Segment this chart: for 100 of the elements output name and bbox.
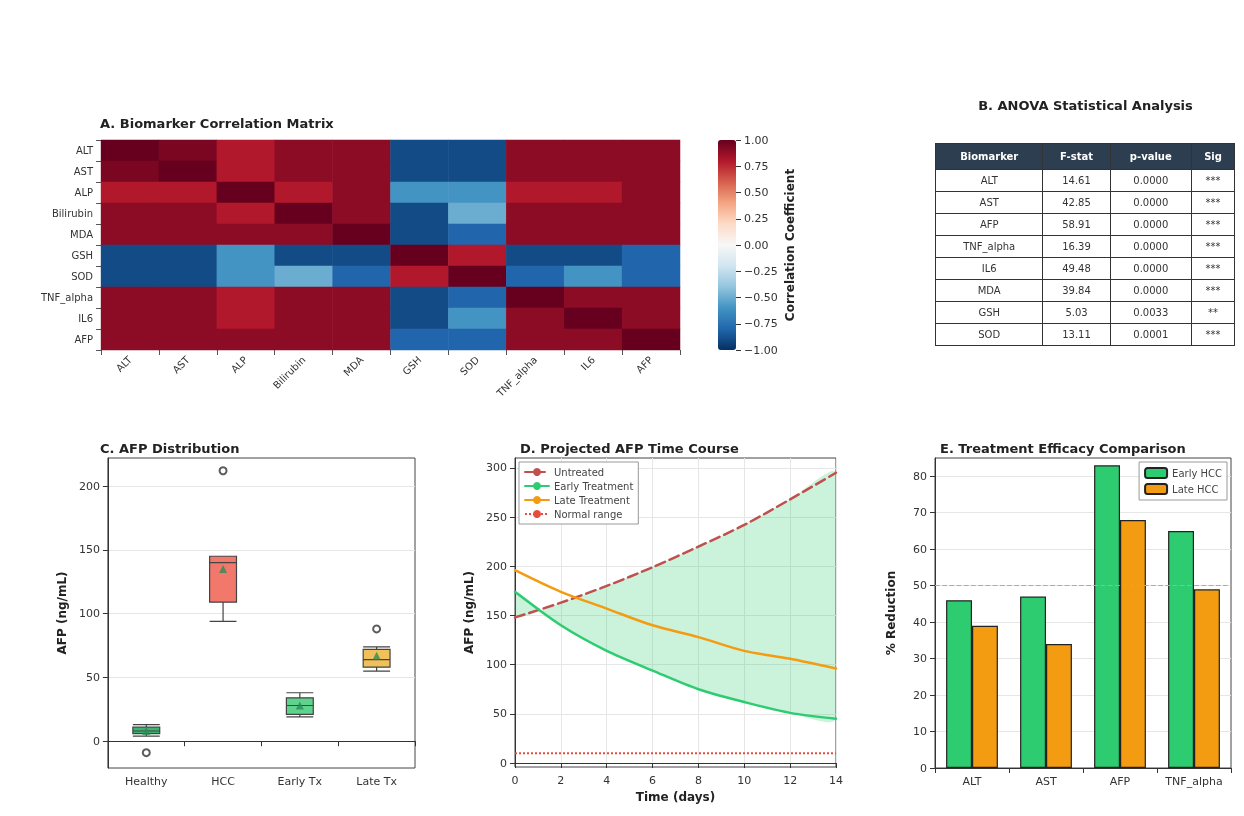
category-label: IL6 [935,257,1043,280]
data-label: 0.0001 [1110,323,1192,346]
y-tick-label: TNF_alpha [40,292,94,304]
x-tick-label: 8 [694,774,702,787]
data-label: 39.84 [1042,279,1111,302]
x-tick-label: 12 [783,774,798,787]
color-bar-label: 0.75 [744,159,769,173]
x-tick-label: TNF_alpha [1164,775,1223,788]
data-label: 0.0000 [1110,279,1192,302]
data-label: 0.0000 [1110,191,1192,214]
y-tick-label: 50 [493,707,507,721]
y-tick-label: MDA [70,229,94,240]
data-label: 58.91 [1042,213,1111,236]
y-tick-label: 100 [486,658,507,672]
chart-title: C. AFP Distribution [100,441,240,456]
data-label: 0.0033 [1110,301,1192,324]
y-tick-label: Bilirubin [51,208,94,219]
x-tick-label: Healthy [124,775,169,788]
text: B. ANOVA Statistical Analysis [977,98,1194,113]
y-tick-label: 150 [78,543,100,557]
data-label: 5.03 [1042,301,1111,324]
y-axis-title: AFP (ng/mL) [462,570,477,655]
y-axis-title: AFP (ng/mL) [55,571,69,655]
data-label: *** [1191,191,1235,214]
text: Sig [1191,143,1235,170]
y-tick-label: 70 [913,506,927,520]
chart-title: D. Projected AFP Time Course [520,441,740,456]
y-tick-label: SOD [71,271,94,282]
line-series [513,590,838,721]
data-label: 13.11 [1042,323,1111,346]
legend-label: Late Treatment [554,494,630,506]
chart-title: E. Treatment Efficacy Comparison [940,441,1186,456]
data-label: 14.61 [1042,169,1111,192]
y-tick-label: 0 [500,756,507,770]
color-bar-title: Correlation Coefficient [783,168,797,322]
legend-label: Early Treatment [554,480,634,492]
data-label: *** [1191,279,1235,302]
color-bar-label: 1.00 [744,133,769,147]
x-tick-label: 6 [649,774,657,787]
data-label: *** [1191,213,1235,236]
x-tick-label: 10 [737,774,752,787]
color-bar-label: −0.50 [744,291,778,304]
category-label: AST [935,191,1043,214]
y-tick-label: 200 [78,479,100,493]
category-label: GSH [935,301,1043,324]
chart-title: A. Biomarker Correlation Matrix [100,116,335,131]
y-tick-label: AST [73,166,94,177]
x-tick-label: 0 [511,774,519,787]
y-tick-label: 40 [913,615,927,629]
color-bar-label: 0.25 [744,212,769,226]
data-label: *** [1191,323,1235,346]
data-label: *** [1191,257,1235,280]
color-bar-label: −0.25 [744,264,778,278]
data-label: 0.0000 [1110,169,1192,192]
data-label: 0.0000 [1110,213,1192,236]
y-tick-label: ALT [75,145,94,156]
legend-label: Late HCC [1172,483,1219,495]
y-tick-label: AFP [74,334,94,345]
y-tick-label: 0 [92,734,100,748]
y-tick-label: 50 [913,579,927,593]
x-tick-label: 14 [829,774,843,787]
category-label: AFP [935,213,1043,236]
y-tick-label: 250 [486,510,507,524]
y-tick-label: ALP [74,187,94,198]
y-tick-label: 80 [913,469,927,483]
y-tick-label: 300 [486,461,507,475]
x-tick-label: HCC [211,775,236,788]
y-tick-label: GSH [71,250,94,261]
y-tick-label: 10 [913,725,927,739]
y-tick-label: 50 [85,670,100,684]
legend-label: Early HCC [1172,467,1223,479]
text: F-stat [1042,143,1111,170]
color-bar-label: 0.00 [744,238,769,252]
data-label: 49.48 [1042,257,1111,280]
data-label: *** [1191,169,1235,192]
data-label: ** [1191,301,1235,324]
x-tick-label: AST [1035,775,1057,788]
category-label: TNF_alpha [935,235,1043,258]
y-tick-label: 20 [913,688,927,702]
x-tick-label: 2 [557,774,565,787]
y-tick-label: 30 [913,652,927,666]
y-axis-title: % Reduction [884,570,898,656]
data-label: 16.39 [1042,235,1111,258]
color-bar-label: 0.50 [744,186,769,199]
y-tick-label: 150 [486,608,507,622]
text: Biomarker [935,143,1043,170]
legend-label: Untreated [554,466,605,478]
x-tick-label: AFP [1109,775,1131,788]
color-bar-label: −1.00 [744,343,778,357]
category-label: MDA [935,279,1043,302]
x-tick-label: ALT [962,775,982,788]
line-series [513,568,838,670]
y-tick-label: 60 [913,542,927,556]
color-bar-label: −0.75 [744,317,778,331]
x-tick-label: 4 [603,774,611,787]
y-tick-label: 100 [78,607,100,621]
category-label: SOD [935,323,1043,346]
x-tick-label: Early Tx [277,775,323,788]
x-tick-label: Late Tx [356,775,398,788]
data-label: 0.0000 [1110,235,1192,258]
